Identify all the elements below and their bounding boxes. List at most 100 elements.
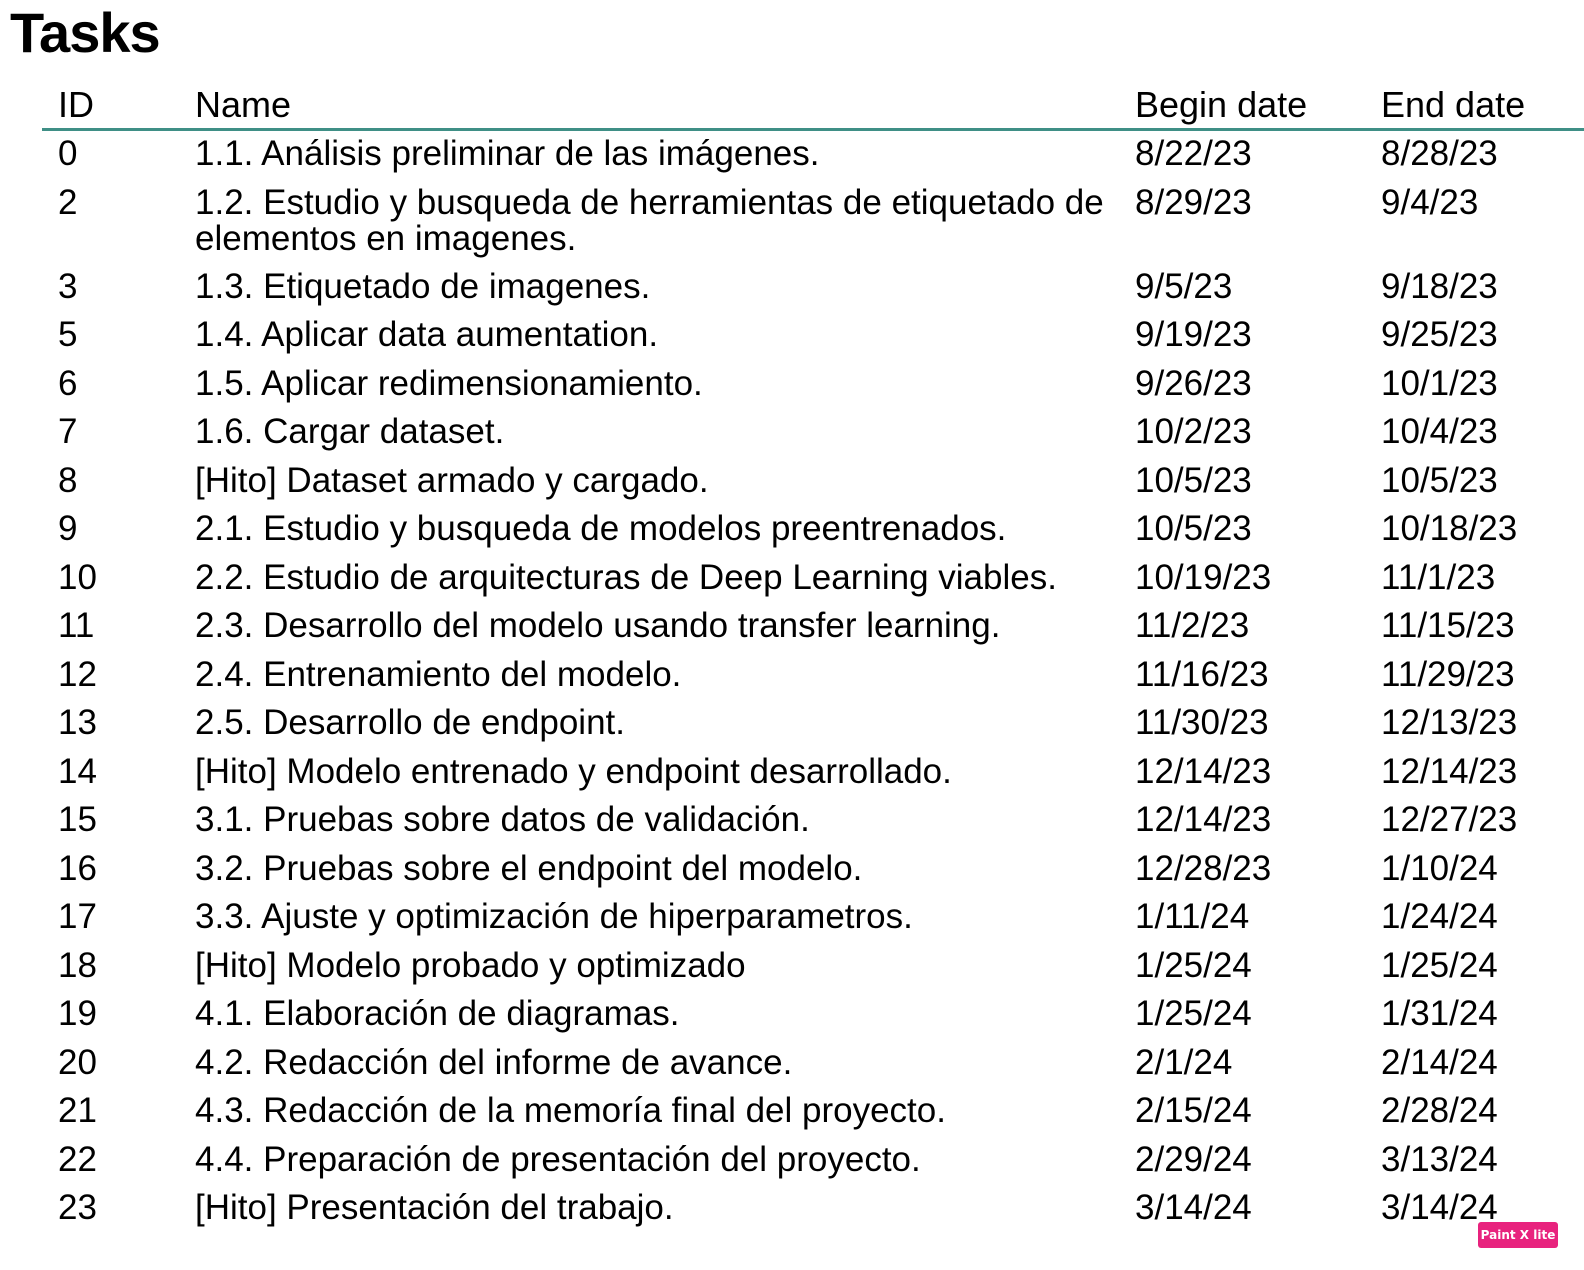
table-row: 18 [Hito] Modelo probado y optimizado 1/25… [0,945,1584,997]
task-end-date: 2/28/24 [1381,1091,1498,1130]
task-name: [Hito] Presentación del trabajo. [195,1188,674,1227]
task-end-date: 1/24/24 [1381,897,1498,936]
task-name: 1.5. Aplicar redimensionamiento. [195,363,703,403]
table-row: 19 4.1. Elaboración de diagramas. 1/25/24 1… [0,996,1584,1045]
task-id: 7 [58,412,78,451]
header-name: Name [195,84,292,125]
task-name: 2.3. Desarrollo del modelo usando transf… [195,606,1001,645]
task-end-date: 2/14/24 [1381,1042,1498,1082]
task-id: 10 [58,557,97,597]
table-row: 14 [Hito] Modelo entrenado y endpoint des… [0,751,1584,803]
task-end-date: 1/25/24 [1381,945,1498,985]
task-begin-date: 2/29/24 [1135,1139,1252,1179]
task-id: 8 [58,460,78,500]
task-end-date: 10/4/23 [1381,412,1498,451]
task-id: 5 [58,315,78,354]
task-end-date: 11/29/23 [1381,654,1515,694]
task-end-date: 11/15/23 [1381,606,1515,645]
task-end-date: 1/31/24 [1381,994,1498,1033]
table-row: 21 4.3. Redacción de la memoría final del… [0,1093,1584,1142]
task-end-date: 10/5/23 [1381,460,1498,500]
table-row: 20 4.2. Redacción del informe de avance. 2… [0,1042,1584,1094]
task-begin-date: 12/28/23 [1135,848,1272,888]
task-begin-date: 1/25/24 [1135,994,1252,1033]
task-id: 17 [58,897,97,936]
task-end-date: 12/13/23 [1381,703,1518,742]
task-end-date: 8/28/23 [1381,134,1498,173]
header-id: ID [58,84,94,125]
task-begin-date: 12/14/23 [1135,751,1272,791]
task-begin-date: 9/19/23 [1135,315,1252,354]
task-end-date: 10/1/23 [1381,363,1498,403]
table-row: 9 2.1. Estudio y busqueda de modelos pree… [0,511,1584,560]
task-id: 2 [58,182,78,222]
task-name: 1.3. Etiquetado de imagenes. [195,266,651,306]
task-begin-date: 9/5/23 [1135,266,1233,306]
table-row: 17 3.3. Ajuste y optimización de hiperpar… [0,899,1584,948]
watermark-badge: Paint X lite [1478,1222,1558,1248]
table-row: 12 2.4. Entrenamiento del modelo. 11/16/23… [0,654,1584,706]
task-begin-date: 8/29/23 [1135,182,1252,222]
table-row: 0 1.1. Análisis preliminar de las imágene… [0,136,1584,185]
task-name: 1.1. Análisis preliminar de las imágenes… [195,134,820,173]
task-name: 2.5. Desarrollo de endpoint. [195,703,625,742]
task-id: 23 [58,1188,97,1227]
table-row: 10 2.2. Estudio de arquitecturas de Deep … [0,557,1584,609]
task-id: 19 [58,994,97,1033]
table-row: 15 3.1. Pruebas sobre datos de validación… [0,802,1584,851]
task-id: 16 [58,848,97,888]
task-end-date: 1/10/24 [1381,848,1498,888]
task-end-date: 12/14/23 [1381,751,1518,791]
task-id: 6 [58,363,78,403]
task-id: 15 [58,800,97,839]
task-table-body: 0 1.1. Análisis preliminar de las imágene… [0,136,1584,1239]
page-title: Tasks [10,1,161,64]
header-end-date: End date [1381,84,1526,125]
table-row: 7 1.6. Cargar dataset. 10/2/23 10/4/23 [0,414,1584,463]
task-begin-date: 11/30/23 [1135,703,1269,742]
task-begin-date: 12/14/23 [1135,800,1272,839]
task-begin-date: 11/2/23 [1135,606,1250,645]
table-row: 5 1.4. Aplicar data aumentation. 9/19/23 9/… [0,317,1584,366]
task-end-date: 10/18/23 [1381,509,1518,548]
task-id: 22 [58,1139,97,1179]
task-name: 4.2. Redacción del informe de avance. [195,1042,793,1082]
table-row: 6 1.5. Aplicar redimensionamiento. 9/26/23… [0,363,1584,415]
task-id: 14 [58,751,97,791]
task-end-date: 12/27/23 [1381,800,1518,839]
task-id: 11 [58,606,95,645]
task-name: 3.1. Pruebas sobre datos de validación. [195,800,810,839]
task-name: 4.1. Elaboración de diagramas. [195,994,680,1033]
table-row: 16 3.2. Pruebas sobre el endpoint del mod… [0,848,1584,900]
task-begin-date: 2/1/24 [1135,1042,1233,1082]
task-begin-date: 10/5/23 [1135,460,1252,500]
table-row: 11 2.3. Desarrollo del modelo usando tran… [0,608,1584,657]
task-end-date: 11/1/23 [1381,557,1496,597]
task-id: 12 [58,654,97,694]
task-end-date: 3/13/24 [1381,1139,1498,1179]
task-begin-date: 1/25/24 [1135,945,1252,985]
task-name: [Hito] Dataset armado y cargado. [195,460,709,500]
task-begin-date: 10/19/23 [1135,557,1272,597]
task-id: 9 [58,509,78,548]
task-begin-date: 10/2/23 [1135,412,1252,451]
task-name: [Hito] Modelo probado y optimizado [195,945,746,985]
table-row: 22 4.4. Preparación de presentación del p… [0,1139,1584,1191]
task-begin-date: 10/5/23 [1135,509,1252,548]
task-end-date: 9/25/23 [1381,315,1498,354]
task-begin-date: 1/11/24 [1135,897,1250,936]
task-id: 21 [58,1091,97,1130]
task-name: 1.6. Cargar dataset. [195,412,505,451]
task-begin-date: 3/14/24 [1135,1188,1252,1227]
table-row: 3 1.3. Etiquetado de imagenes. 9/5/23 9/18/… [0,266,1584,318]
task-name: 1.4. Aplicar data aumentation. [195,315,659,354]
task-begin-date: 2/15/24 [1135,1091,1252,1130]
task-name: 1.2. Estudio y busqueda de herramientas … [195,182,1104,258]
task-end-date: 9/4/23 [1381,182,1479,222]
task-end-date: 9/18/23 [1381,266,1498,306]
task-id: 13 [58,703,97,742]
task-id: 20 [58,1042,97,1082]
table-row: 8 [Hito] Dataset armado y cargado. 10/5/23… [0,460,1584,512]
table-header: ID Name Begin date End date [42,80,1584,131]
table-row: 13 2.5. Desarrollo de endpoint. 11/30/23 12… [0,705,1584,754]
